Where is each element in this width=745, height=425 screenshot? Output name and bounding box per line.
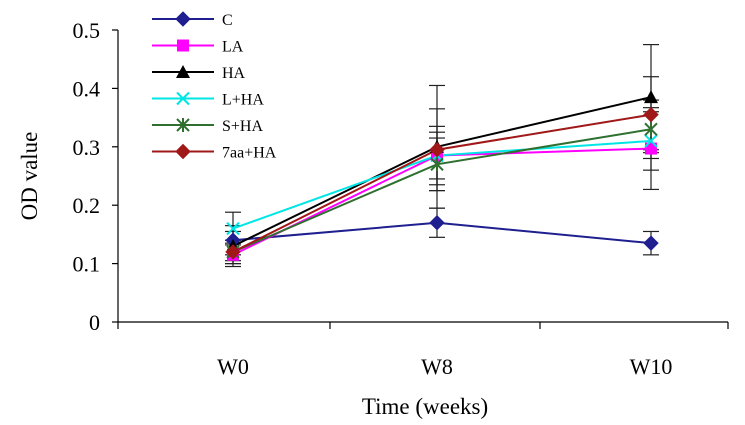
data-point	[429, 215, 445, 231]
legend-label: LA	[222, 39, 244, 56]
x-tick-label: W10	[630, 354, 673, 379]
series-markers	[225, 90, 659, 261]
legend-label: C	[222, 12, 233, 29]
x-axis-ticks: W0 W8 W10	[117, 322, 729, 379]
legend-marker	[175, 11, 191, 27]
x-tick-label: W8	[421, 354, 453, 379]
legend-marker	[176, 118, 190, 132]
legend-marker	[176, 65, 190, 78]
x-tick-label: W0	[217, 354, 249, 379]
y-axis-title: OD value	[17, 132, 42, 221]
y-tick-label: 0.1	[73, 252, 101, 277]
data-point	[644, 90, 658, 104]
series-line-6	[232, 113, 652, 253]
legend: C LA HA L+HA S+HA 7aa+HA	[152, 11, 277, 162]
legend-marker	[177, 39, 189, 52]
data-point	[643, 235, 659, 251]
data-point	[226, 221, 240, 236]
y-tick-label: 0.5	[73, 18, 101, 43]
legend-item: S+HA	[152, 118, 263, 135]
x-axis-title: Time (weeks)	[362, 394, 488, 419]
legend-item: L+HA	[152, 92, 264, 109]
legend-label: L+HA	[222, 92, 264, 109]
legend-item: C	[152, 11, 233, 29]
data-point	[430, 157, 444, 172]
series-lines	[232, 96, 652, 256]
y-axis-ticks: 0 0.1 0.2 0.3 0.4 0.5	[73, 18, 118, 335]
data-point	[429, 142, 445, 158]
legend-marker	[176, 91, 190, 106]
legend-label: HA	[222, 65, 246, 82]
legend-marker-stroke	[176, 91, 190, 106]
legend-item: LA	[152, 39, 244, 56]
data-point	[645, 142, 657, 155]
y-tick-label: 0.4	[73, 76, 101, 101]
y-tick-label: 0.3	[73, 135, 101, 160]
data-point	[225, 244, 241, 260]
data-point	[644, 134, 658, 148]
legend-marker	[175, 143, 191, 160]
legend-item: HA	[152, 65, 246, 82]
legend-label: S+HA	[222, 118, 263, 135]
legend-item: 7aa+HA	[152, 143, 277, 162]
data-point	[643, 106, 659, 123]
y-tick-label: 0.2	[73, 193, 101, 218]
data-point-stroke	[226, 221, 240, 236]
y-tick-label: 0	[89, 310, 100, 335]
legend-label: 7aa+HA	[222, 145, 277, 162]
data-point	[644, 122, 658, 137]
data-point-stroke	[644, 134, 658, 148]
